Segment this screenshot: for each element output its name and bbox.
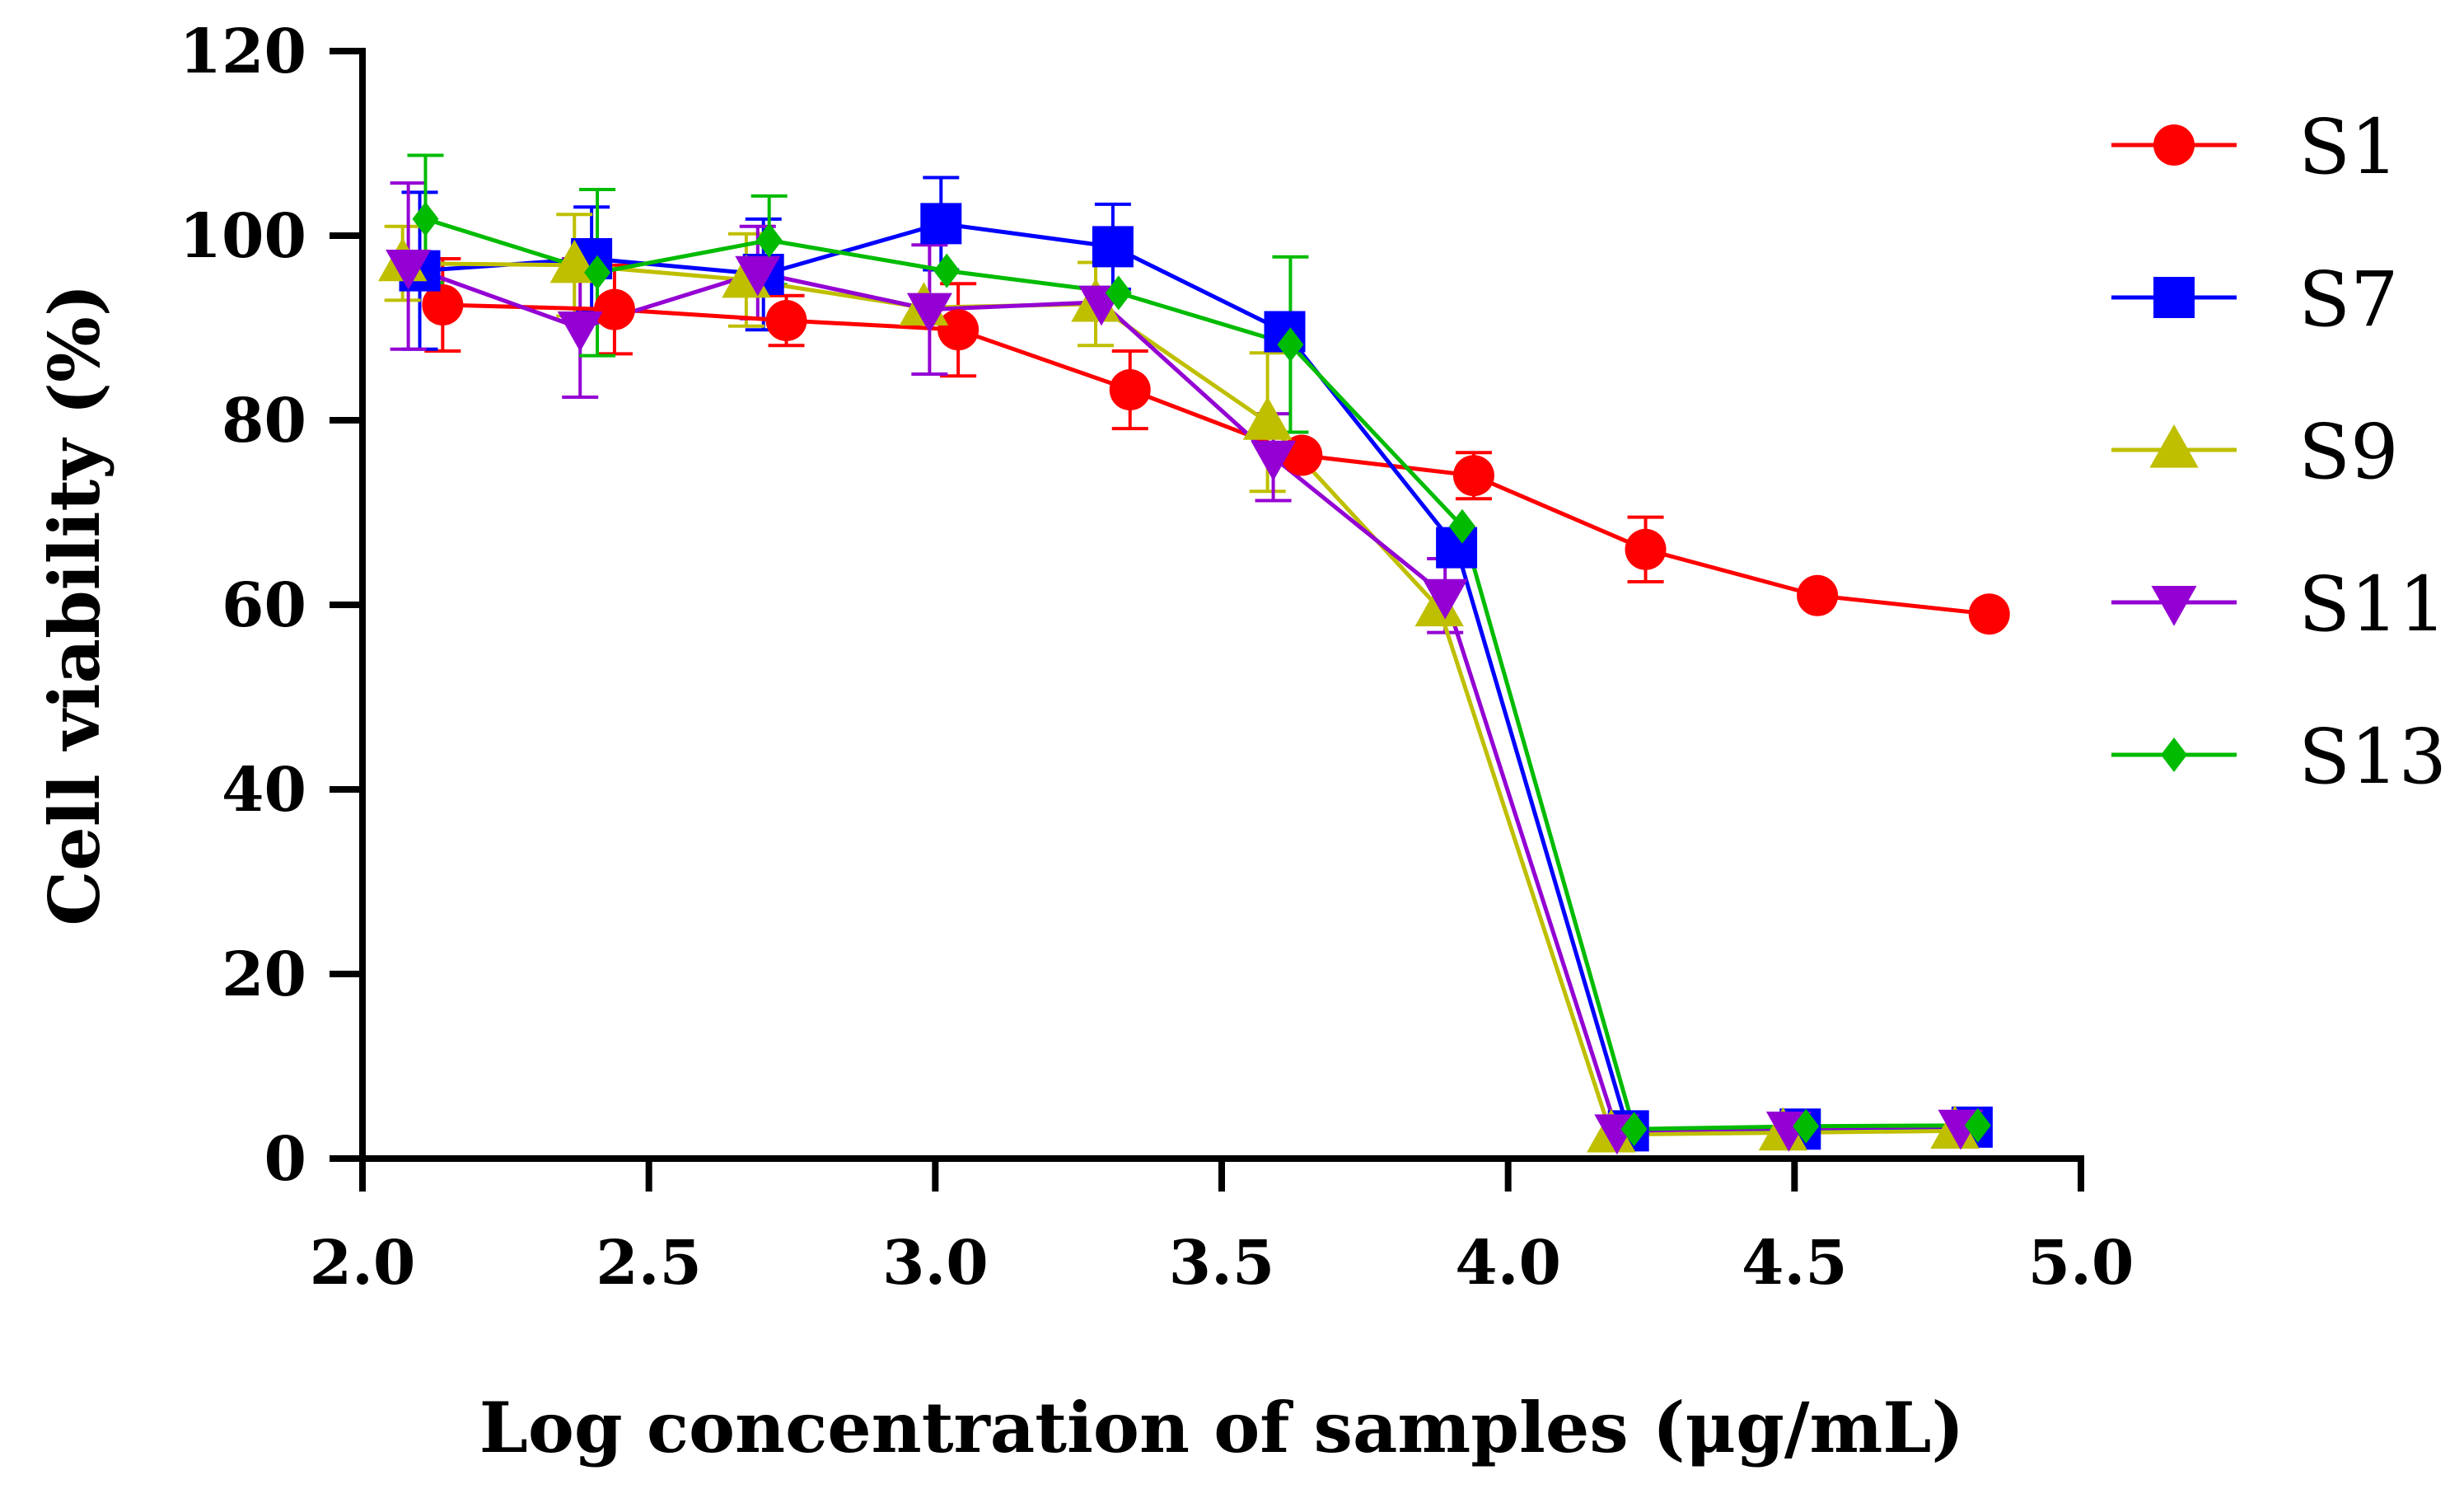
point-s13-9 [1964, 1107, 1991, 1143]
point-s11-2 [735, 255, 781, 297]
legend-marker-s7 [2153, 277, 2195, 318]
x-tick-label-5: 4.5 [1742, 1228, 1848, 1299]
legend-marker-s1 [2153, 124, 2195, 166]
point-s1-0 [422, 284, 464, 325]
series-line-s7 [419, 221, 1972, 1133]
point-s1-7 [1625, 528, 1667, 570]
y-tick-label-2: 40 [222, 755, 306, 826]
point-s1-1 [593, 288, 635, 330]
y-axis-title: Cell viability (%) [34, 283, 115, 925]
series-markers [378, 201, 2010, 1155]
series-line-s9 [402, 261, 1956, 1137]
point-s1-8 [1797, 574, 1839, 616]
y-tick-label-0: 0 [264, 1124, 307, 1195]
legend-label-s11: S11 [2298, 560, 2447, 648]
y-tick-label-1: 20 [222, 939, 306, 1010]
point-s13-6 [1449, 508, 1475, 544]
point-s1-2 [765, 300, 807, 342]
x-tick-label-4: 4.0 [1455, 1228, 1561, 1299]
point-s1-4 [1109, 369, 1151, 411]
series-line-s1 [442, 302, 1989, 616]
point-s13-7 [1620, 1112, 1648, 1147]
x-tick-label-6: 5.0 [2028, 1228, 2134, 1299]
point-s13-0 [412, 201, 439, 236]
point-s13-1 [584, 255, 611, 290]
x-tick-label-0: 2.0 [310, 1228, 416, 1299]
series-line-s11 [407, 264, 1961, 1133]
series-lines [402, 217, 1989, 1137]
legend-label-s7: S7 [2298, 255, 2399, 344]
point-s13-5 [1277, 327, 1304, 363]
point-s1-9 [1968, 593, 2010, 635]
point-s1-3 [937, 309, 980, 351]
legend-label-s9: S9 [2298, 408, 2399, 496]
point-s13-3 [933, 253, 961, 288]
y-tick-label-6: 120 [180, 16, 306, 87]
x-axis-title: Log concentration of samples (μg/mL) [479, 1387, 1964, 1468]
y-tick-label-3: 60 [222, 570, 306, 641]
x-tick-label-2: 3.0 [882, 1228, 989, 1299]
x-tick-label-3: 3.5 [1169, 1228, 1275, 1299]
x-ticks: 2.0 2.5 3.0 3.5 4.0 4.5 5.0 [310, 1159, 2134, 1299]
legend-label-s13: S13 [2298, 713, 2447, 801]
y-tick-label-5: 100 [180, 201, 306, 272]
series-line-s13 [424, 217, 1978, 1131]
point-s13-2 [755, 222, 783, 258]
y-tick-label-4: 80 [222, 386, 306, 457]
point-s11-6 [1422, 578, 1468, 620]
x-tick-label-1: 2.5 [596, 1228, 702, 1299]
point-s11-5 [1251, 440, 1297, 481]
legend-label-s1: S1 [2298, 103, 2399, 191]
legend-marker-s9 [2149, 424, 2199, 468]
legend-marker-s13 [2161, 737, 2187, 772]
point-s13-8 [1793, 1108, 1820, 1144]
point-s1-6 [1452, 455, 1494, 497]
legend: S1 S7 S9 S11 S13 [2111, 103, 2447, 801]
y-ticks: 0 20 40 60 80 100 120 [180, 16, 362, 1195]
point-s7-4 [1092, 226, 1134, 268]
point-s9-5 [1242, 396, 1293, 440]
legend-marker-s11 [2151, 586, 2197, 626]
point-s11-1 [557, 311, 603, 352]
point-s13-4 [1105, 275, 1132, 311]
point-s11-0 [386, 250, 432, 290]
point-s7-3 [920, 203, 962, 245]
point-s11-3 [906, 293, 952, 334]
